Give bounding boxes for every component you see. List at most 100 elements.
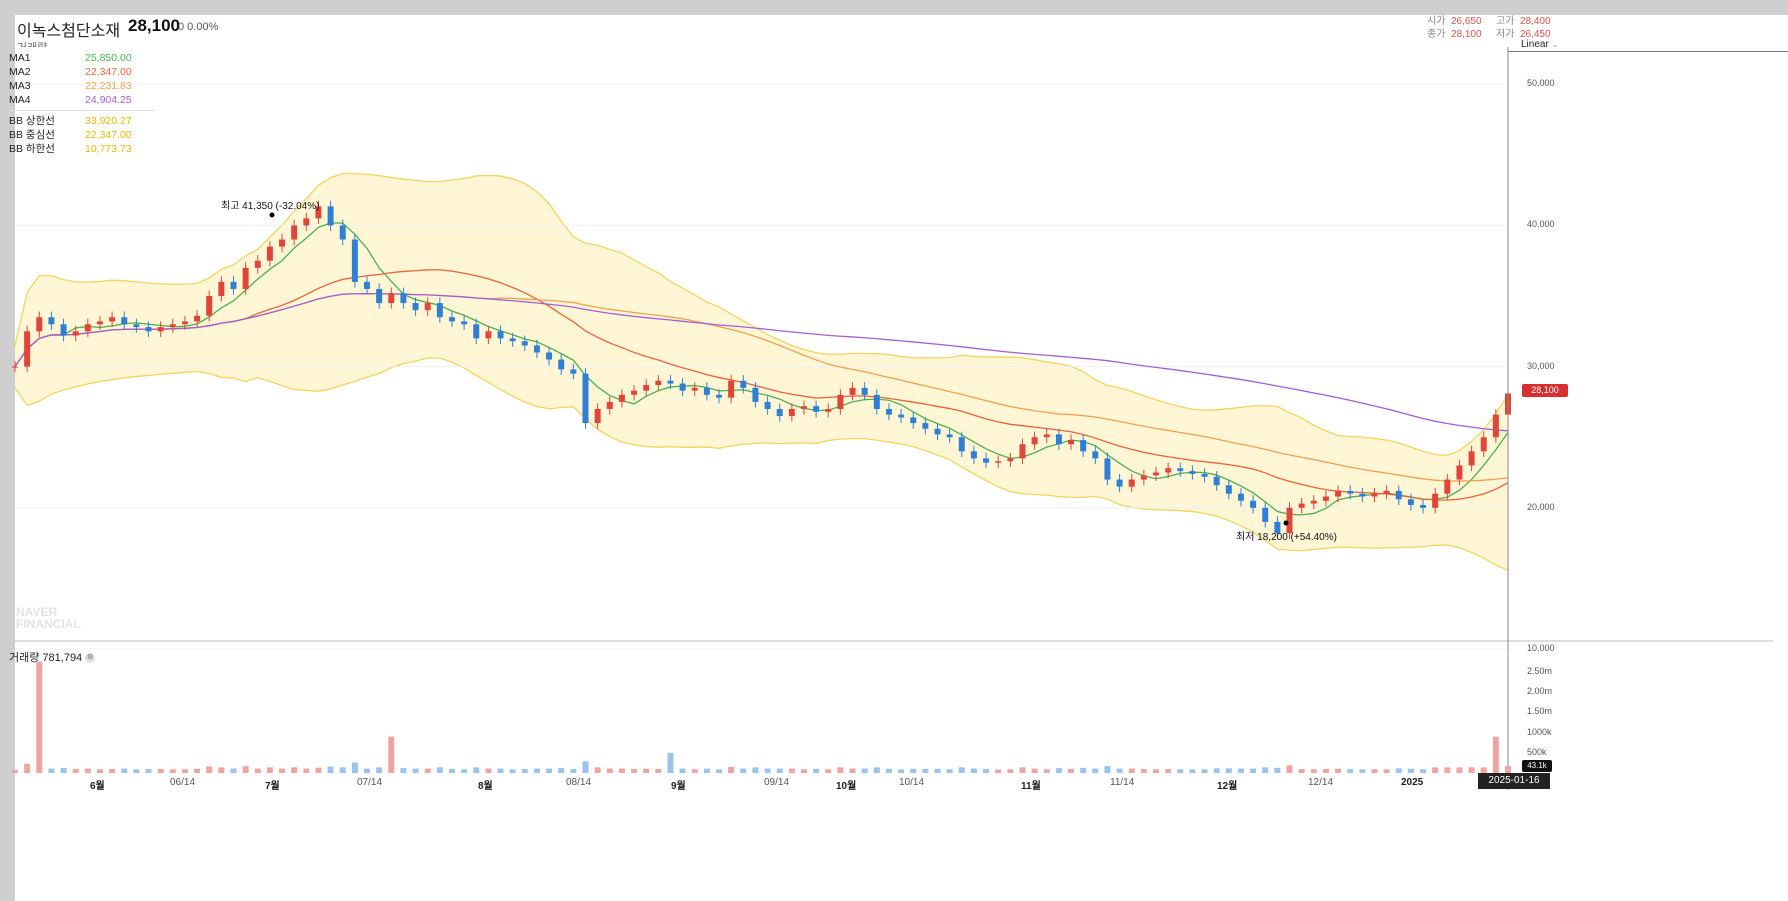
volume-bar xyxy=(1310,769,1317,773)
price-tick-label: 50,000 xyxy=(1527,78,1555,89)
legend-label: MA3 xyxy=(9,80,31,92)
volume-bar xyxy=(1019,767,1026,773)
volume-bar xyxy=(1371,769,1378,773)
volume-bar xyxy=(218,767,225,773)
volume-bar xyxy=(1104,766,1111,773)
candle-body xyxy=(1104,458,1111,480)
candle-body xyxy=(1456,465,1463,480)
volume-bar xyxy=(679,768,686,773)
time-tick-label: 8월 xyxy=(478,781,493,792)
settings-icon[interactable]: ⚙ xyxy=(85,653,96,664)
volume-bar xyxy=(1444,767,1451,773)
candle-body xyxy=(509,338,516,342)
volume-bar xyxy=(1007,769,1014,773)
scale-selector[interactable]: Linear ⌄ xyxy=(1521,39,1559,50)
volume-bar xyxy=(1432,767,1439,773)
volume-bar xyxy=(351,762,358,773)
price-tick-label: 20,000 xyxy=(1527,501,1555,512)
ohlc-open: 시가 26,650 xyxy=(1427,16,1482,27)
candle-body xyxy=(1432,493,1439,508)
legend-row: MA3 22,231.83 xyxy=(9,79,149,93)
volume-bar xyxy=(448,769,455,773)
volume-bar xyxy=(1274,767,1281,773)
legend-row: BB 하한선 10,773.73 xyxy=(9,142,149,156)
volume-bar xyxy=(1068,769,1075,773)
time-tick-label: 11/14 xyxy=(1110,777,1135,788)
price-tick-label: 30,000 xyxy=(1527,360,1555,371)
volume-bar xyxy=(1322,769,1329,773)
volume-bar xyxy=(546,768,553,773)
bb-lower-line xyxy=(14,357,1509,572)
candle-body xyxy=(60,324,67,336)
volume-bar xyxy=(1262,767,1269,773)
candle-body xyxy=(703,387,710,395)
volume-bar xyxy=(1055,768,1062,773)
candle-body xyxy=(36,317,43,332)
time-tick-label: 2025 xyxy=(1401,777,1424,788)
volume-bar xyxy=(813,768,820,773)
volume-bar xyxy=(1140,769,1147,773)
volume-bar xyxy=(133,769,140,773)
time-tick-label: 12월 xyxy=(1217,781,1238,792)
candle-body xyxy=(461,321,468,325)
candle-body xyxy=(1468,451,1475,466)
volume-bar xyxy=(533,768,540,773)
volume-bar xyxy=(1092,768,1099,773)
chevron-down-icon: ⌄ xyxy=(1551,40,1559,49)
volume-bar xyxy=(716,769,723,773)
candle-body xyxy=(643,384,650,391)
legend-value: 22,347.00 xyxy=(85,66,132,78)
volume-bar xyxy=(861,768,868,773)
volume-bar xyxy=(606,768,613,773)
candle-body xyxy=(934,428,941,435)
candle-body xyxy=(133,324,140,328)
volume-bar xyxy=(145,769,152,773)
candle-body xyxy=(533,345,540,353)
candle-body xyxy=(849,387,856,395)
candle-body xyxy=(1298,503,1305,508)
volume-bar xyxy=(910,768,917,773)
candle-body xyxy=(1322,496,1329,501)
candle-body xyxy=(1395,490,1402,500)
candle-body xyxy=(1420,504,1427,508)
volume-bar xyxy=(242,766,249,773)
volume-panel-title: 거래량 781,794 ⚙ xyxy=(9,652,96,664)
time-tick-label: 12/14 xyxy=(1308,777,1334,788)
candle-body xyxy=(1007,458,1014,462)
volume-bar xyxy=(1165,769,1172,773)
candle-body xyxy=(970,451,977,459)
volume-bar xyxy=(618,768,625,773)
price-change: 0 0.00% xyxy=(178,21,219,33)
volume-bar xyxy=(582,761,589,773)
time-tick-label: 7월 xyxy=(265,781,280,792)
stock-name: 이녹스첨단소재 xyxy=(17,23,121,40)
volume-bar xyxy=(946,769,953,773)
volume-bar xyxy=(873,767,880,773)
volume-bar xyxy=(12,769,18,773)
candle-body xyxy=(1262,507,1269,522)
candle-body xyxy=(813,406,820,412)
volume-bar xyxy=(1505,766,1511,773)
volume-bar xyxy=(1347,769,1354,773)
candle-body xyxy=(1201,473,1208,477)
legend-label: BB 중심선 xyxy=(9,129,55,141)
volume-bar xyxy=(898,769,905,773)
volume-bar xyxy=(376,767,383,773)
volume-tick-label: 2.00m xyxy=(1527,686,1553,697)
time-tick-label: 06/14 xyxy=(170,777,196,788)
candle-body xyxy=(958,437,965,452)
crosshair-date-tag: 2025-01-16 xyxy=(1478,773,1550,789)
candle-body xyxy=(436,303,443,318)
volume-bar xyxy=(206,766,213,773)
legend-row: MA4 24,904.25 xyxy=(9,93,149,107)
volume-bar xyxy=(1420,769,1427,773)
candle-body xyxy=(181,321,188,325)
ohlc-low: 저가 26,450 xyxy=(1496,29,1551,40)
candle-body xyxy=(1383,490,1390,494)
candle-body xyxy=(1128,479,1135,487)
candle-body xyxy=(1116,479,1123,487)
candle-body xyxy=(861,387,868,395)
volume-bar xyxy=(121,768,128,773)
candle-body xyxy=(448,317,455,322)
